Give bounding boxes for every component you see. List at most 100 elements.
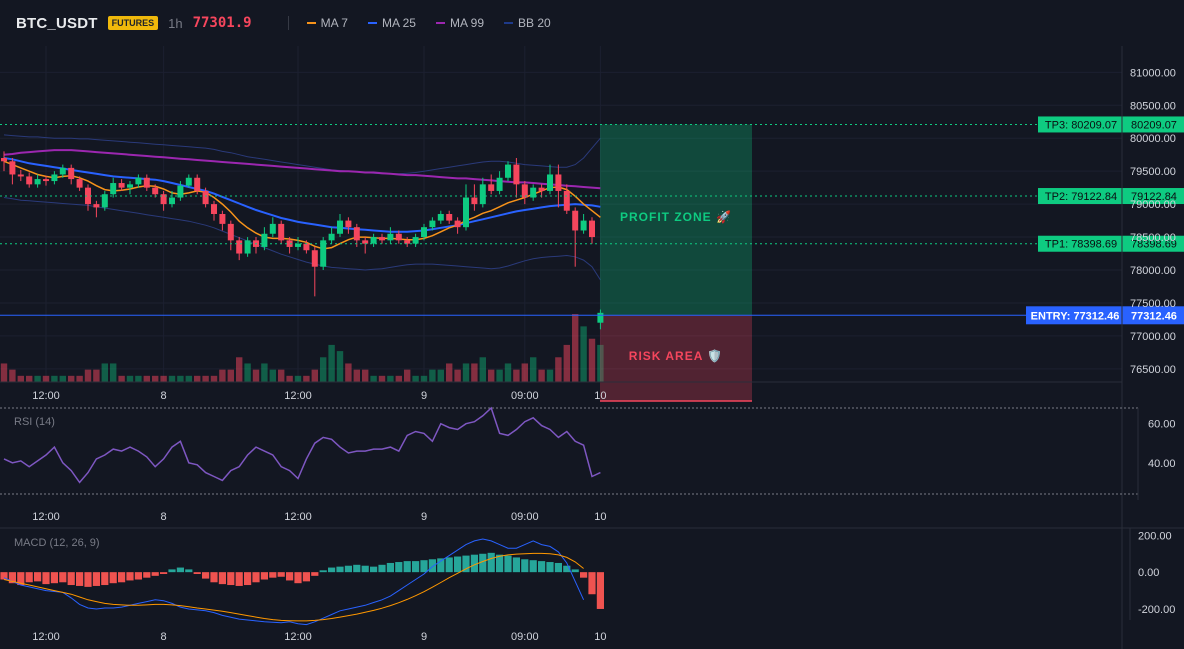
volume-bar [479,357,486,382]
macd-time-tick: 12:00 [32,631,60,643]
macd-histogram-bar [538,561,546,573]
last-price: 77301.9 [192,15,252,31]
volume-bar [126,375,134,382]
volume-bar [345,363,352,382]
volume-bar [353,369,360,382]
macd-histogram-bar [521,559,529,573]
header-divider [287,16,289,30]
candle-body [219,214,226,224]
volume-bar [303,375,310,382]
volume-bar [546,369,554,382]
ma25-line [3,157,601,233]
macd-histogram-bar [487,552,495,573]
price-tick: 78500.00 [1130,232,1176,244]
rsi-tick: 60.00 [1148,419,1176,431]
macd-histogram-bar [8,572,16,584]
legend-ma7-label: MA 7 [320,16,348,30]
bb20-swatch [504,22,514,24]
volume-bar [471,363,478,382]
candle-body [488,184,495,191]
candle-body [51,174,58,182]
macd-line [3,538,585,626]
volume-bar [362,369,369,382]
macd-title: MACD (12, 26, 9) [14,537,100,549]
macd-histogram-bar [160,572,168,574]
candle-body [160,194,167,205]
candle-body [513,164,520,185]
timeframe-label[interactable]: 1h [168,15,183,31]
bb-upper-line [3,134,601,175]
candle-body [261,233,268,247]
candle-body [295,243,301,247]
macd-histogram-bar [25,572,33,583]
candle-body [278,223,285,241]
volume-bar [101,363,108,382]
volume-bar [286,375,293,382]
candle-body [17,174,24,177]
entry-label: ENTRY: 77312.46 [1031,310,1120,322]
macd-tick: -200.00 [1138,604,1175,616]
legend-ma99[interactable]: MA 99 [435,16,485,30]
volume-bar [244,363,251,382]
volume-bar [462,363,470,382]
legend-ma25-label: MA 25 [381,16,416,30]
macd-histogram-bar [496,554,504,573]
candle-body [311,250,318,267]
candle-body [177,185,184,198]
volume-bar [488,369,495,382]
macd-histogram-bar [563,565,571,573]
tp-price-box [1124,116,1184,133]
macd-histogram-bar [319,570,327,573]
symbol-title[interactable]: BTC_USDT [16,14,98,32]
candle-body [345,220,352,228]
candle-body [85,187,91,205]
macd-histogram-bar [92,572,100,586]
legend-ma7[interactable]: MA 7 [306,16,348,30]
candle-body [395,233,402,241]
candle-body [152,187,159,195]
volume-bar [454,369,461,382]
volume-bar [59,375,66,382]
volume-bar [370,375,377,382]
volume-bar [412,375,419,382]
grid-lines [0,46,1122,382]
macd-histogram-bar [454,556,462,573]
rsi-time-tick: 9 [421,511,427,523]
candle-body [244,240,251,254]
tp-label-box [1038,235,1124,252]
macd-histogram-bar [311,572,319,576]
macd-histogram-bar [412,561,420,573]
candle-body [538,187,545,191]
rsi-time-tick: 12:00 [32,511,60,523]
macd-histogram-bar [596,572,604,609]
macd-time-tick: 8 [161,631,167,643]
volume-bar [294,375,302,382]
volume-bar [429,369,436,382]
legend-ma25[interactable]: MA 25 [367,16,416,30]
volume-bar [437,369,444,382]
entry-price-box [1124,306,1184,325]
macd-histogram-bar [588,572,596,595]
volume-bar [118,375,125,382]
macd-histogram-bar [67,572,75,586]
macd-histogram-bar [479,553,487,573]
macd-histogram-bar [328,567,336,573]
ma99-swatch [435,22,445,24]
macd-histogram-bar [286,572,294,581]
candle-body [227,223,234,241]
macd-histogram-bar [554,562,562,573]
rsi-time-tick: 09:00 [511,511,539,523]
tp-price-box [1124,235,1184,252]
legend-bb20[interactable]: BB 20 [504,16,551,30]
volume-bar [68,375,75,382]
volume-bar [588,338,596,382]
candle-body [236,240,243,254]
volume-bar [311,369,318,382]
macd-histogram-bar [571,569,579,573]
macd-histogram-bar [42,572,50,585]
volume-bar [328,344,335,382]
candle-body [437,214,444,221]
candle-body [1,158,7,162]
legend-ma99-label: MA 99 [449,16,485,30]
